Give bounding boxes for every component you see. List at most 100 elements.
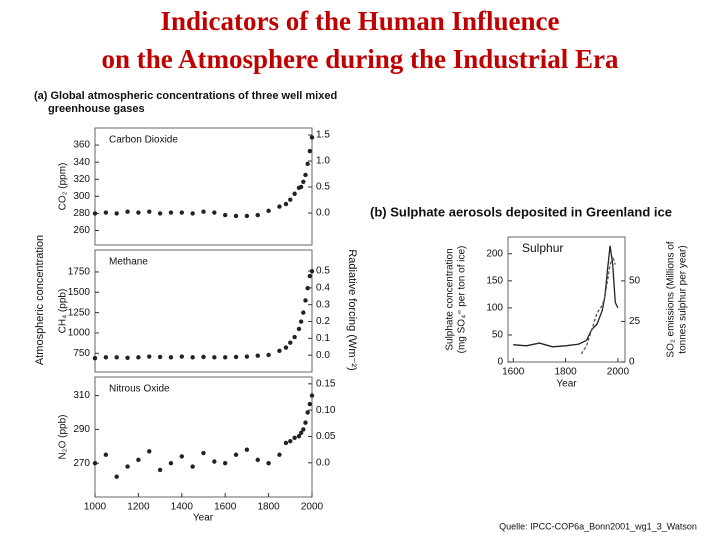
panel-heading: (a) Global atmospheric concentrations of…: [34, 90, 337, 102]
data-point: [266, 460, 271, 466]
data-point: [114, 474, 119, 479]
data-point: [301, 179, 306, 185]
x-axis-label: Year: [193, 513, 214, 524]
data-point: [179, 354, 184, 359]
data-point: [92, 355, 98, 361]
data-point: [309, 135, 315, 140]
y-tick-label: 750: [73, 348, 90, 359]
data-point: [136, 210, 141, 215]
y2-axis-label: Radiative forcing (Wm⁻²): [346, 249, 358, 370]
y-tick-label: 270: [73, 458, 90, 469]
data-point: [283, 440, 289, 446]
y-axis-label: CO₂ (ppm): [58, 163, 69, 211]
data-point: [266, 352, 271, 358]
y-tick-label: 310: [73, 390, 90, 401]
data-point: [223, 355, 228, 360]
y2-tick-label: 0.3: [316, 299, 330, 310]
x-tick-label: 1400: [171, 502, 194, 513]
data-point: [147, 354, 152, 359]
data-point: [223, 212, 228, 218]
data-point: [277, 348, 282, 354]
data-point: [92, 460, 98, 466]
data-point: [168, 460, 174, 466]
x-tick-label: 2000: [607, 367, 630, 378]
data-point: [190, 355, 195, 360]
y2-tick-label: 1.0: [316, 156, 330, 167]
data-point: [103, 210, 109, 215]
data-point: [303, 420, 308, 425]
data-point: [201, 450, 206, 456]
y-tick-label: 150: [486, 275, 503, 286]
data-point: [114, 211, 119, 216]
y2-tick-label: 0: [629, 357, 635, 368]
y2-tick-label: 0.15: [316, 378, 336, 389]
data-point: [212, 210, 217, 215]
data-point: [292, 191, 297, 196]
data-point: [92, 211, 98, 216]
y2-tick-label: 25: [629, 316, 641, 327]
y-axis-label: Sulphate concentration: [445, 248, 456, 350]
data-point: [296, 326, 302, 332]
data-point: [288, 439, 293, 444]
data-point: [233, 213, 239, 219]
y-axis-label: N₂O (ppb): [58, 414, 69, 459]
data-point: [303, 172, 308, 178]
plot-frame: [94, 249, 313, 373]
data-point: [292, 435, 297, 441]
y2-tick-label: 0.5: [316, 182, 330, 193]
data-point: [244, 213, 250, 219]
y2-tick-label: 1.5: [316, 130, 330, 141]
data-point: [307, 401, 313, 407]
x-tick-label: 1800: [554, 367, 577, 378]
data-line: [580, 254, 616, 355]
plot-frame: [507, 236, 626, 363]
y-tick-label: 1750: [68, 267, 91, 278]
y-tick-label: 1250: [68, 307, 91, 318]
data-point: [298, 319, 304, 324]
y2-tick-label: 0.05: [316, 431, 336, 442]
y2-tick-label: 0.10: [316, 405, 336, 416]
data-point: [301, 427, 306, 432]
chart-label: Nitrous Oxide: [109, 384, 170, 395]
panel-heading: greenhouse gases: [48, 103, 145, 115]
data-point: [244, 354, 250, 359]
data-point: [288, 340, 293, 345]
y2-tick-label: 50: [629, 275, 641, 286]
data-point: [125, 464, 130, 469]
y-tick-label: 50: [492, 330, 504, 341]
y2-tick-label: 0.4: [316, 283, 330, 294]
y2-tick-label: 0.5: [316, 266, 330, 277]
y-tick-label: 0: [497, 357, 503, 368]
data-point: [244, 447, 250, 452]
data-point: [136, 355, 141, 360]
panel-heading: (b) Sulphate aerosols deposited in Green…: [370, 204, 672, 219]
y2-axis-label: SO₂ emissions (Millions of: [666, 241, 677, 357]
y-tick-label: 260: [73, 225, 90, 236]
chart-label: Methane: [109, 257, 148, 268]
data-point: [201, 354, 206, 360]
data-point: [305, 286, 310, 291]
data-point: [255, 457, 260, 463]
y2-tick-label: 0.2: [316, 316, 330, 327]
y2-tick-label: 0.0: [316, 350, 330, 361]
x-axis-label: Year: [556, 379, 577, 390]
data-point: [168, 210, 174, 215]
plot-frame: [94, 127, 313, 246]
data-point: [190, 464, 195, 469]
data-point: [277, 204, 282, 209]
data-point: [179, 210, 184, 215]
y-tick-label: 1000: [68, 328, 91, 339]
data-point: [305, 410, 310, 415]
data-point: [212, 355, 217, 360]
x-tick-label: 1600: [502, 367, 525, 378]
y-tick-label: 290: [73, 424, 90, 435]
x-tick-label: 1800: [257, 502, 280, 513]
data-point: [103, 355, 109, 360]
data-point: [283, 201, 289, 207]
data-point: [212, 459, 217, 464]
data-line: [513, 245, 619, 348]
data-point: [283, 345, 289, 350]
slide-title: on the Atmosphere during the Industrial …: [101, 44, 619, 74]
slide-title: Indicators of the Human Influence: [160, 6, 559, 36]
y2-tick-label: 0.1: [316, 333, 330, 344]
